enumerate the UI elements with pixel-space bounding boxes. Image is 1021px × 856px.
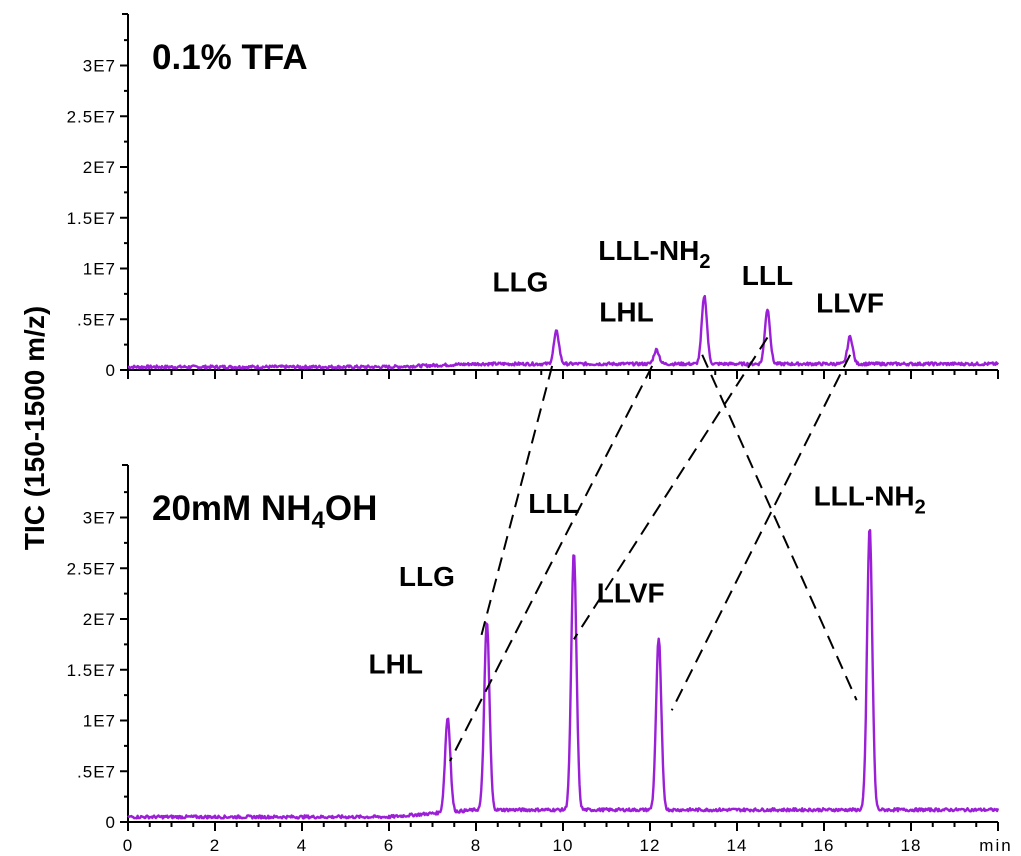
link-llg xyxy=(479,365,554,640)
link-lhl xyxy=(449,365,654,762)
x-tick-label: 8 xyxy=(471,836,481,855)
link-lll-nh2 xyxy=(701,354,858,701)
x-tick-label: 0 xyxy=(123,836,133,855)
y-tick-label: 1E7 xyxy=(83,712,116,731)
panel-tfa: 0 .5E7 1E7 1.5E7 2E7 2.5E7 3E7 0.1% TFA LLG LHL LL… xyxy=(67,13,1000,380)
x-tick-label: 10 xyxy=(553,836,574,855)
tic-trace xyxy=(127,294,1000,370)
y-tick-label: 0 xyxy=(106,813,116,832)
peak-label: LLG xyxy=(399,561,455,592)
y-tick-label: .5E7 xyxy=(77,310,116,329)
peak-label: LLL-NH2 xyxy=(598,235,710,273)
y-tick-label: 1.5E7 xyxy=(67,661,116,680)
peak-label-text: LLVF xyxy=(816,288,884,319)
y-tick-label: 1.5E7 xyxy=(67,209,116,228)
peak-label: LHL xyxy=(599,297,653,328)
panel-title-tail: OH xyxy=(325,489,378,528)
y-tick-label: 1E7 xyxy=(83,260,116,279)
x-tick-label: 12 xyxy=(640,836,661,855)
peak-links xyxy=(449,336,858,762)
peak-label-text: LLG xyxy=(492,266,548,297)
tic-trace xyxy=(127,529,1000,820)
peak-label-text: LLG xyxy=(399,561,455,592)
link-llvf xyxy=(670,354,851,711)
y-tick-label: 3E7 xyxy=(83,57,116,76)
peak-label-text: LLL xyxy=(528,488,579,519)
y-tick-label: 2.5E7 xyxy=(67,107,116,126)
peak-label-text: LHL xyxy=(369,648,423,679)
panel-title-text: 0.1% TFA xyxy=(152,38,308,77)
link-lll xyxy=(573,336,769,640)
peak-label-text: LLL xyxy=(742,260,793,291)
x-tick-label: 18 xyxy=(901,836,922,855)
peak-label: LLL xyxy=(528,488,579,519)
peak-label-text: LHL xyxy=(599,297,653,328)
x-tick-label: 16 xyxy=(814,836,835,855)
peak-label-text: LLL-NH xyxy=(598,235,699,266)
y-tick-label: .5E7 xyxy=(77,762,116,781)
y-tick-label: 2E7 xyxy=(83,158,116,177)
x-tick-label: 6 xyxy=(384,836,394,855)
y-tick-label: 3E7 xyxy=(83,509,116,528)
peak-label-subscript: 2 xyxy=(915,497,926,519)
y-axis-label: TIC (150-1500 m/z) xyxy=(19,306,50,550)
y-tick-label: 2E7 xyxy=(83,610,116,629)
x-tick-label: 14 xyxy=(727,836,748,855)
peak-label: LLL-NH2 xyxy=(814,481,926,519)
y-tick-label: 0 xyxy=(106,361,116,380)
panel-title-subscript: 4 xyxy=(311,507,325,534)
y-tick-label: 2.5E7 xyxy=(67,559,116,578)
peak-label-text: LLVF xyxy=(597,577,665,608)
panel-title: 0.1% TFA xyxy=(152,38,308,77)
peak-label: LLL xyxy=(742,260,793,291)
panel-title: 20mM NH4OH xyxy=(152,489,377,534)
x-tick-label: 2 xyxy=(210,836,220,855)
peak-label: LLVF xyxy=(597,577,665,608)
peak-label-text: LLL-NH xyxy=(814,481,915,512)
x-unit-label: min xyxy=(979,836,1012,855)
x-tick-label: 4 xyxy=(297,836,307,855)
peak-label-subscript: 2 xyxy=(699,251,710,273)
peak-label: LHL xyxy=(369,648,423,679)
panel-title-text: 20mM NH xyxy=(152,489,311,528)
peak-label: LLG xyxy=(492,266,548,297)
panel-nh4oh: 0 .5E7 1E7 1.5E7 2E7 2.5E7 3E7 0 2 4 6 8 10 12 14 16 18 m… xyxy=(67,464,1012,855)
peak-label: LLVF xyxy=(816,288,884,319)
